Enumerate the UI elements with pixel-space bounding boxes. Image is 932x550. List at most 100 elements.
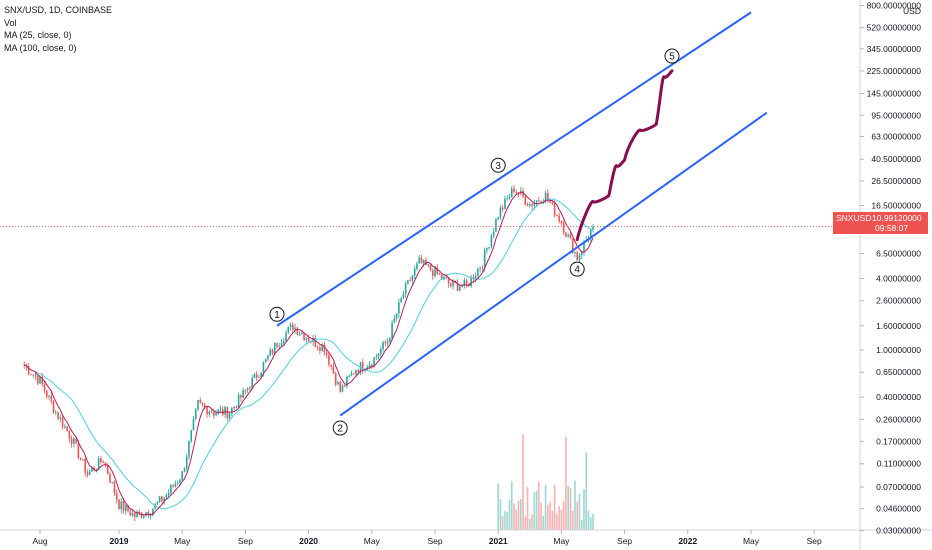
candle-body [188, 441, 190, 457]
price-axis[interactable]: 800.00000000 520.00000000 345.00000000 225.… [860, 1, 921, 536]
legend-vol[interactable]: Vol [4, 17, 17, 28]
wave-labels[interactable]: 1 2 3 4 5 [269, 48, 680, 436]
price-tag-symbol: SNXUSD [836, 213, 872, 223]
candle-body [413, 268, 416, 276]
candle-body [82, 458, 84, 460]
candle-body [298, 333, 301, 335]
candle-body [156, 501, 159, 504]
candle-body [393, 318, 396, 323]
time-axis[interactable]: Aug 2019 May Sep 2020 May Sep 2021 May Sep 2022 May… [32, 530, 822, 546]
volume-bar [547, 504, 549, 530]
candle-body [134, 513, 136, 517]
volume-bar [529, 518, 531, 530]
wave-label-text: 2 [337, 424, 343, 435]
price-axis-tick-label: 345.00000000 [867, 44, 922, 54]
volume-bar [499, 499, 502, 530]
time-axis-tick-label: 2021 [489, 536, 508, 546]
candle-body [576, 252, 578, 261]
candle-body [463, 280, 466, 286]
candle-body [328, 354, 330, 365]
candle-body [264, 358, 267, 363]
candle-body [443, 277, 445, 280]
candle-body [319, 347, 321, 351]
candle-body [583, 241, 585, 252]
price-axis-tick-label: 40.50000000 [871, 154, 921, 164]
candle-body [479, 267, 481, 269]
candle-body [332, 366, 335, 374]
candle-body [213, 412, 215, 416]
candle-body [434, 267, 436, 277]
volume-bar [540, 502, 542, 530]
candle-body [438, 273, 441, 275]
candle-body [64, 426, 66, 428]
wave-label-text: 1 [274, 310, 280, 321]
candle-body [567, 234, 569, 237]
wave-label-4[interactable]: 4 [569, 261, 585, 277]
time-axis-tick-label: Sep [427, 536, 442, 546]
candle-body [129, 511, 132, 516]
candle-body [88, 471, 91, 476]
legend-ma100[interactable]: MA (100, close, 0) [4, 42, 77, 53]
candle-body [163, 497, 165, 502]
candle-body [343, 385, 346, 387]
legend-ma25[interactable]: MA (25, close, 0) [4, 30, 72, 40]
candle-body [292, 324, 294, 330]
wave-label-3[interactable]: 3 [490, 157, 506, 173]
volume-bar [562, 500, 565, 530]
volume-bars [497, 434, 594, 530]
candle-body [79, 458, 82, 460]
candle-body [273, 342, 276, 354]
wave-label-text: 4 [574, 265, 580, 276]
candle-body [66, 426, 68, 431]
wave-label-circle [569, 261, 585, 277]
candle-body [445, 277, 448, 279]
price-axis-tick-label: 1.60000000 [876, 321, 921, 331]
volume-bar [531, 514, 533, 530]
volume-bar [578, 493, 581, 530]
channel-lower-line[interactable] [339, 111, 768, 417]
candle-body [526, 204, 529, 206]
candle-body [124, 505, 127, 511]
candle-body [459, 286, 461, 291]
candle-body [348, 375, 351, 377]
candle-body [231, 408, 233, 414]
candle-body [52, 401, 55, 413]
candle-body [580, 251, 583, 255]
candle-body [190, 430, 193, 442]
candle-body [544, 192, 547, 203]
wave-label-2[interactable]: 2 [332, 420, 348, 436]
candle-body [522, 190, 524, 197]
candle-body [158, 496, 161, 502]
candle-body [208, 411, 211, 415]
price-axis-tick-label: 95.00000000 [871, 110, 921, 120]
candle-body [440, 274, 443, 280]
candle-body [45, 390, 48, 397]
candle-body [289, 324, 292, 328]
candle-body [307, 338, 310, 342]
candle-body [316, 346, 319, 348]
price-tag-countdown: 09:58:07 [875, 223, 909, 233]
legend-title[interactable]: SNX/USD, 1D, COINBASE [4, 5, 113, 15]
wave-label-1[interactable]: 1 [269, 306, 285, 322]
candle-body [492, 231, 495, 236]
candle-body [477, 268, 479, 276]
volume-bar [522, 434, 524, 530]
time-axis-tick-label: Sep [807, 536, 822, 546]
price-axis-tick-label: 145.00000000 [867, 89, 922, 99]
candle-body [183, 468, 186, 472]
candle-body [102, 461, 104, 463]
candle-body [400, 298, 402, 303]
time-axis-tick-label: Sep [238, 536, 253, 546]
candle-body [501, 207, 504, 209]
candle-body [55, 412, 57, 413]
price-axis-tick-label: 0.04600000 [876, 504, 921, 514]
candle-body [228, 413, 231, 418]
volume-bar [510, 481, 513, 530]
ma25-line [24, 191, 594, 516]
candle-body [271, 349, 274, 354]
wave-label-5[interactable]: 5 [664, 48, 680, 64]
volume-bar [576, 501, 578, 530]
projection-path[interactable] [575, 69, 674, 242]
channel-upper-line[interactable] [276, 11, 752, 327]
